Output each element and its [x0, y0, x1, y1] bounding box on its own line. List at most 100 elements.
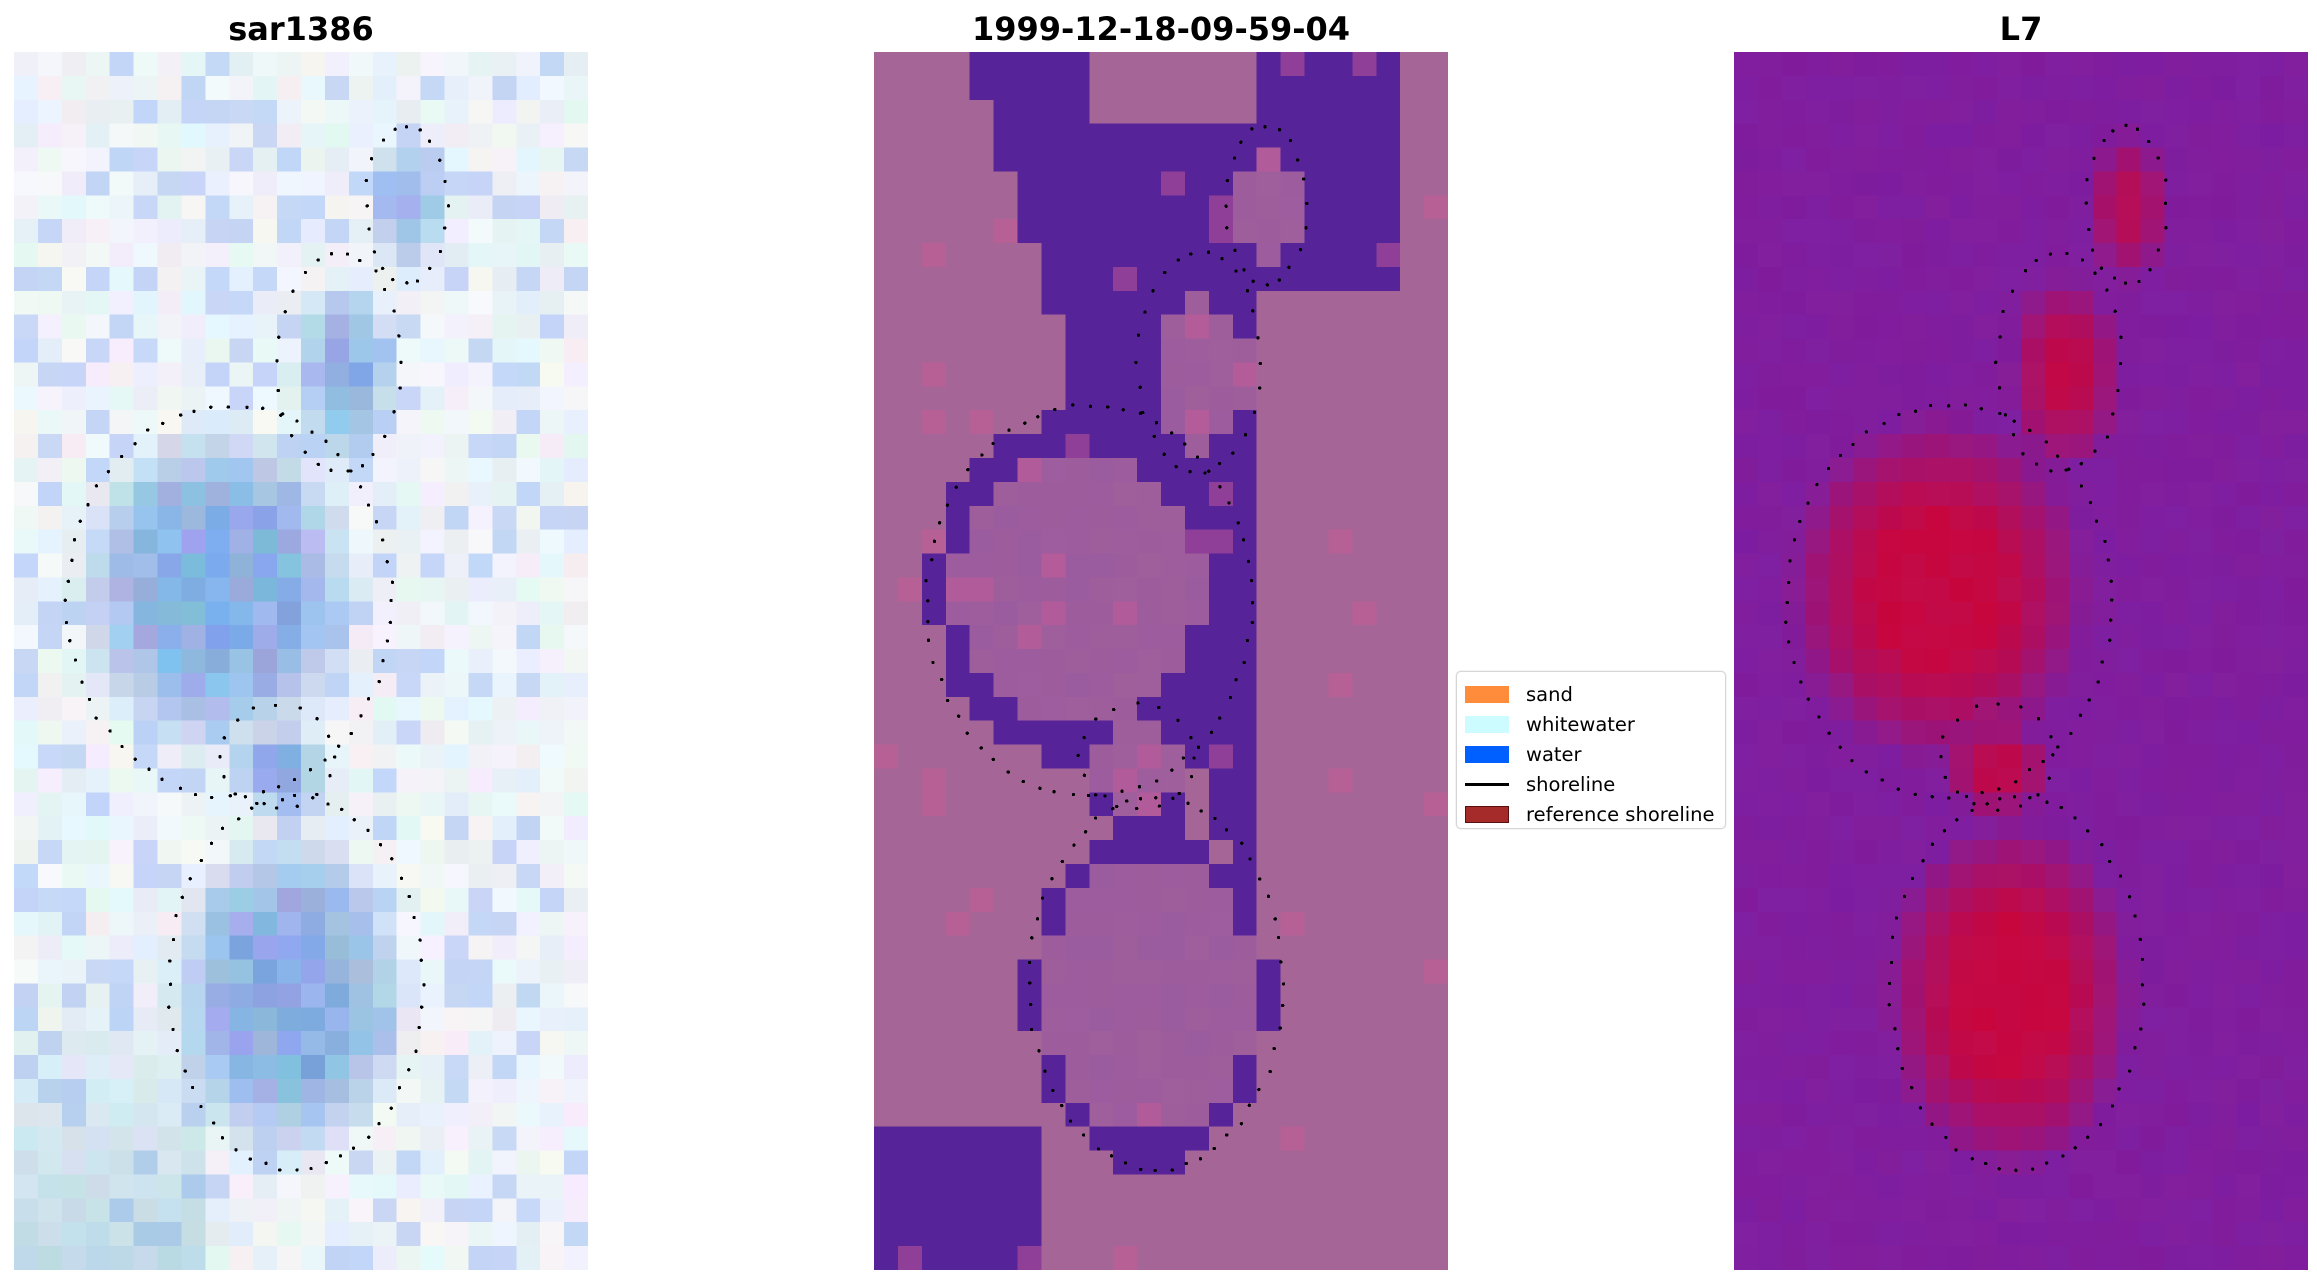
rgb-pixel: [516, 720, 541, 746]
rgb-pixel: [396, 1102, 422, 1128]
rgb-shoreline-dot: [316, 258, 320, 262]
classification-pixel: [1376, 386, 1401, 411]
rgb-pixel: [61, 864, 87, 889]
classification-pixel: [1352, 816, 1377, 841]
rgb-pixel: [85, 959, 111, 984]
classification-shoreline-dot: [1030, 936, 1034, 940]
classification-pixel: [874, 840, 899, 865]
rgb-pixel: [301, 1055, 326, 1080]
classification-pixel: [897, 672, 923, 698]
index-shoreline-dot: [1997, 787, 2001, 791]
index-pixel: [1829, 123, 1855, 149]
rgb-pixel: [301, 983, 326, 1008]
classification-pixel: [1041, 959, 1066, 984]
classification-pixel: [1137, 75, 1162, 101]
rgb-pixel: [420, 243, 445, 268]
index-pixel: [1925, 266, 1950, 292]
rgb-pixel: [157, 1078, 182, 1104]
index-pixel: [2044, 1222, 2070, 1247]
index-pixel: [1997, 1126, 2022, 1152]
rgb-pixel: [205, 386, 230, 411]
index-shoreline-dot: [1880, 778, 1884, 782]
index-pixel: [1901, 577, 1926, 602]
rgb-pixel: [37, 1198, 63, 1223]
classification-pixel: [1065, 672, 1090, 698]
classification-pixel: [1137, 840, 1162, 865]
classification-pixel: [1400, 147, 1425, 172]
rgb-pixel: [468, 720, 493, 746]
index-pixel: [2044, 1126, 2070, 1152]
classification-pixel: [1280, 99, 1305, 125]
rgb-pixel: [14, 219, 39, 244]
classification-pixel: [1424, 314, 1448, 340]
classification-pixel: [1065, 505, 1090, 531]
classification-pixel: [1089, 864, 1114, 889]
index-image: [1734, 52, 2308, 1270]
index-pixel: [1901, 386, 1926, 411]
classification-pixel: [1424, 1150, 1448, 1175]
index-pixel: [2092, 362, 2118, 387]
classification-pixel: [897, 959, 923, 984]
index-pixel: [1805, 1031, 1831, 1056]
legend-line-shoreline: [1465, 783, 1509, 787]
index-pixel: [2140, 1246, 2165, 1270]
classification-pixel: [1208, 338, 1234, 363]
classification-pixel: [1161, 99, 1186, 125]
rgb-pixel: [85, 171, 111, 196]
rgb-pixel: [157, 266, 182, 292]
index-pixel: [2044, 768, 2070, 793]
index-pixel: [1757, 75, 1783, 101]
rgb-pixel: [372, 410, 398, 435]
index-pixel: [1877, 911, 1902, 937]
index-pixel: [1829, 577, 1855, 602]
classification-pixel: [1256, 338, 1282, 363]
rgb-pixel: [229, 720, 254, 746]
index-pixel: [2212, 1126, 2237, 1152]
index-pixel: [1925, 1246, 1950, 1270]
classification-pixel: [1424, 505, 1448, 531]
rgb-shoreline-dot: [261, 790, 266, 794]
index-pixel: [1829, 338, 1855, 363]
rgb-pixel: [372, 195, 398, 220]
index-pixel: [1757, 553, 1783, 578]
index-pixel: [1805, 959, 1831, 984]
index-pixel: [1901, 983, 1926, 1008]
rgb-pixel: [396, 744, 422, 769]
rgb-shoreline-dot: [346, 469, 350, 473]
classification-pixel: [1352, 696, 1377, 722]
classification-pixel: [1041, 99, 1066, 125]
rgb-pixel: [372, 314, 398, 340]
index-shoreline-dot: [2109, 579, 2113, 583]
index-pixel: [2092, 1174, 2118, 1199]
rgb-pixel: [564, 720, 588, 746]
rgb-pixel: [468, 290, 493, 316]
classification-pixel: [1113, 75, 1138, 101]
classification-pixel: [1280, 696, 1305, 722]
classification-pixel: [969, 1126, 995, 1152]
classification-pixel: [1161, 935, 1186, 961]
classification-pixel: [1280, 840, 1305, 865]
index-shoreline-dot: [1913, 792, 1917, 797]
classification-pixel: [1089, 338, 1114, 363]
rgb-pixel: [516, 959, 541, 984]
classification-pixel: [1376, 1078, 1401, 1104]
rgb-pixel: [229, 601, 254, 626]
rgb-pixel: [468, 99, 493, 125]
index-pixel: [2092, 840, 2118, 865]
rgb-pixel: [181, 529, 206, 555]
index-shoreline-dot: [2047, 776, 2051, 780]
index-pixel: [1805, 601, 1831, 626]
rgb-pixel: [253, 1078, 278, 1104]
rgb-pixel: [37, 171, 63, 196]
classification-pixel: [1208, 1007, 1234, 1032]
index-pixel: [1757, 816, 1783, 841]
rgb-pixel: [348, 1007, 374, 1032]
rgb-pixel: [61, 1198, 87, 1223]
classification-pixel: [1400, 434, 1425, 459]
index-pixel: [1997, 577, 2022, 602]
index-pixel: [1805, 314, 1831, 340]
classification-pixel: [1208, 147, 1234, 172]
index-pixel: [2212, 959, 2237, 984]
index-pixel: [2092, 123, 2118, 149]
index-pixel: [1853, 338, 1878, 363]
